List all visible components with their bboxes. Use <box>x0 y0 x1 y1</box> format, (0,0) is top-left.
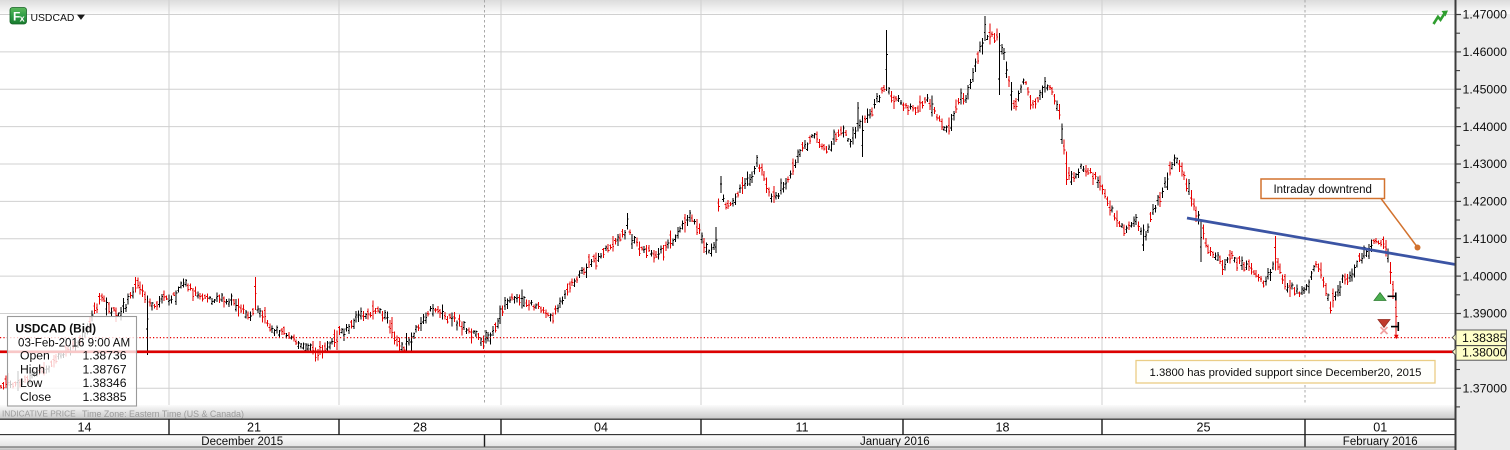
svg-text:Intraday downtrend: Intraday downtrend <box>1273 184 1371 196</box>
svg-text:Close: Close <box>20 390 51 404</box>
svg-text:28: 28 <box>413 420 427 434</box>
svg-text:1.46000: 1.46000 <box>1463 45 1508 59</box>
svg-text:1.3800 has provided support si: 1.3800 has provided support since Decemb… <box>1150 367 1422 379</box>
svg-text:1.37000: 1.37000 <box>1463 381 1508 395</box>
svg-text:1.38385: 1.38385 <box>82 390 126 404</box>
svg-text:04: 04 <box>594 420 608 434</box>
svg-text:01: 01 <box>1373 420 1387 434</box>
svg-text:Open: Open <box>20 349 50 363</box>
svg-text:January 2016: January 2016 <box>860 436 930 448</box>
svg-text:1.40000: 1.40000 <box>1463 269 1508 283</box>
svg-text:21: 21 <box>247 420 261 434</box>
svg-text:Low: Low <box>20 376 43 390</box>
svg-text:1.38736: 1.38736 <box>82 349 126 363</box>
svg-text:1.45000: 1.45000 <box>1463 82 1508 96</box>
svg-text:x: x <box>20 14 25 24</box>
svg-text:December 2015: December 2015 <box>201 436 283 448</box>
svg-text:1.47000: 1.47000 <box>1463 8 1508 22</box>
svg-text:1.38346: 1.38346 <box>82 376 126 390</box>
svg-text:1.39000: 1.39000 <box>1463 307 1508 321</box>
svg-text:High: High <box>20 362 45 376</box>
svg-text:1.38385: 1.38385 <box>1462 331 1507 345</box>
svg-text:Time Zone: Eastern Time (US &: Time Zone: Eastern Time (US & Canada) <box>82 409 244 419</box>
svg-text:1.44000: 1.44000 <box>1463 120 1508 134</box>
svg-text:18: 18 <box>995 420 1009 434</box>
svg-text:25: 25 <box>1196 420 1210 434</box>
svg-text:INDICATIVE PRICE: INDICATIVE PRICE <box>2 408 76 418</box>
svg-text:1.41000: 1.41000 <box>1463 232 1508 246</box>
svg-text:1.38767: 1.38767 <box>82 362 126 376</box>
svg-text:1.43000: 1.43000 <box>1463 157 1508 171</box>
svg-text:USDCAD: USDCAD <box>31 13 75 24</box>
svg-text:February 2016: February 2016 <box>1343 436 1418 448</box>
svg-text:USDCAD (Bid): USDCAD (Bid) <box>16 322 97 336</box>
svg-text:F: F <box>13 9 20 23</box>
svg-text:11: 11 <box>795 420 808 434</box>
svg-text:1.38000: 1.38000 <box>1462 346 1507 360</box>
svg-text:03-Feb-2016 9:00 AM: 03-Feb-2016 9:00 AM <box>18 336 130 349</box>
svg-text:14: 14 <box>77 420 91 434</box>
svg-text:1.42000: 1.42000 <box>1463 195 1508 209</box>
